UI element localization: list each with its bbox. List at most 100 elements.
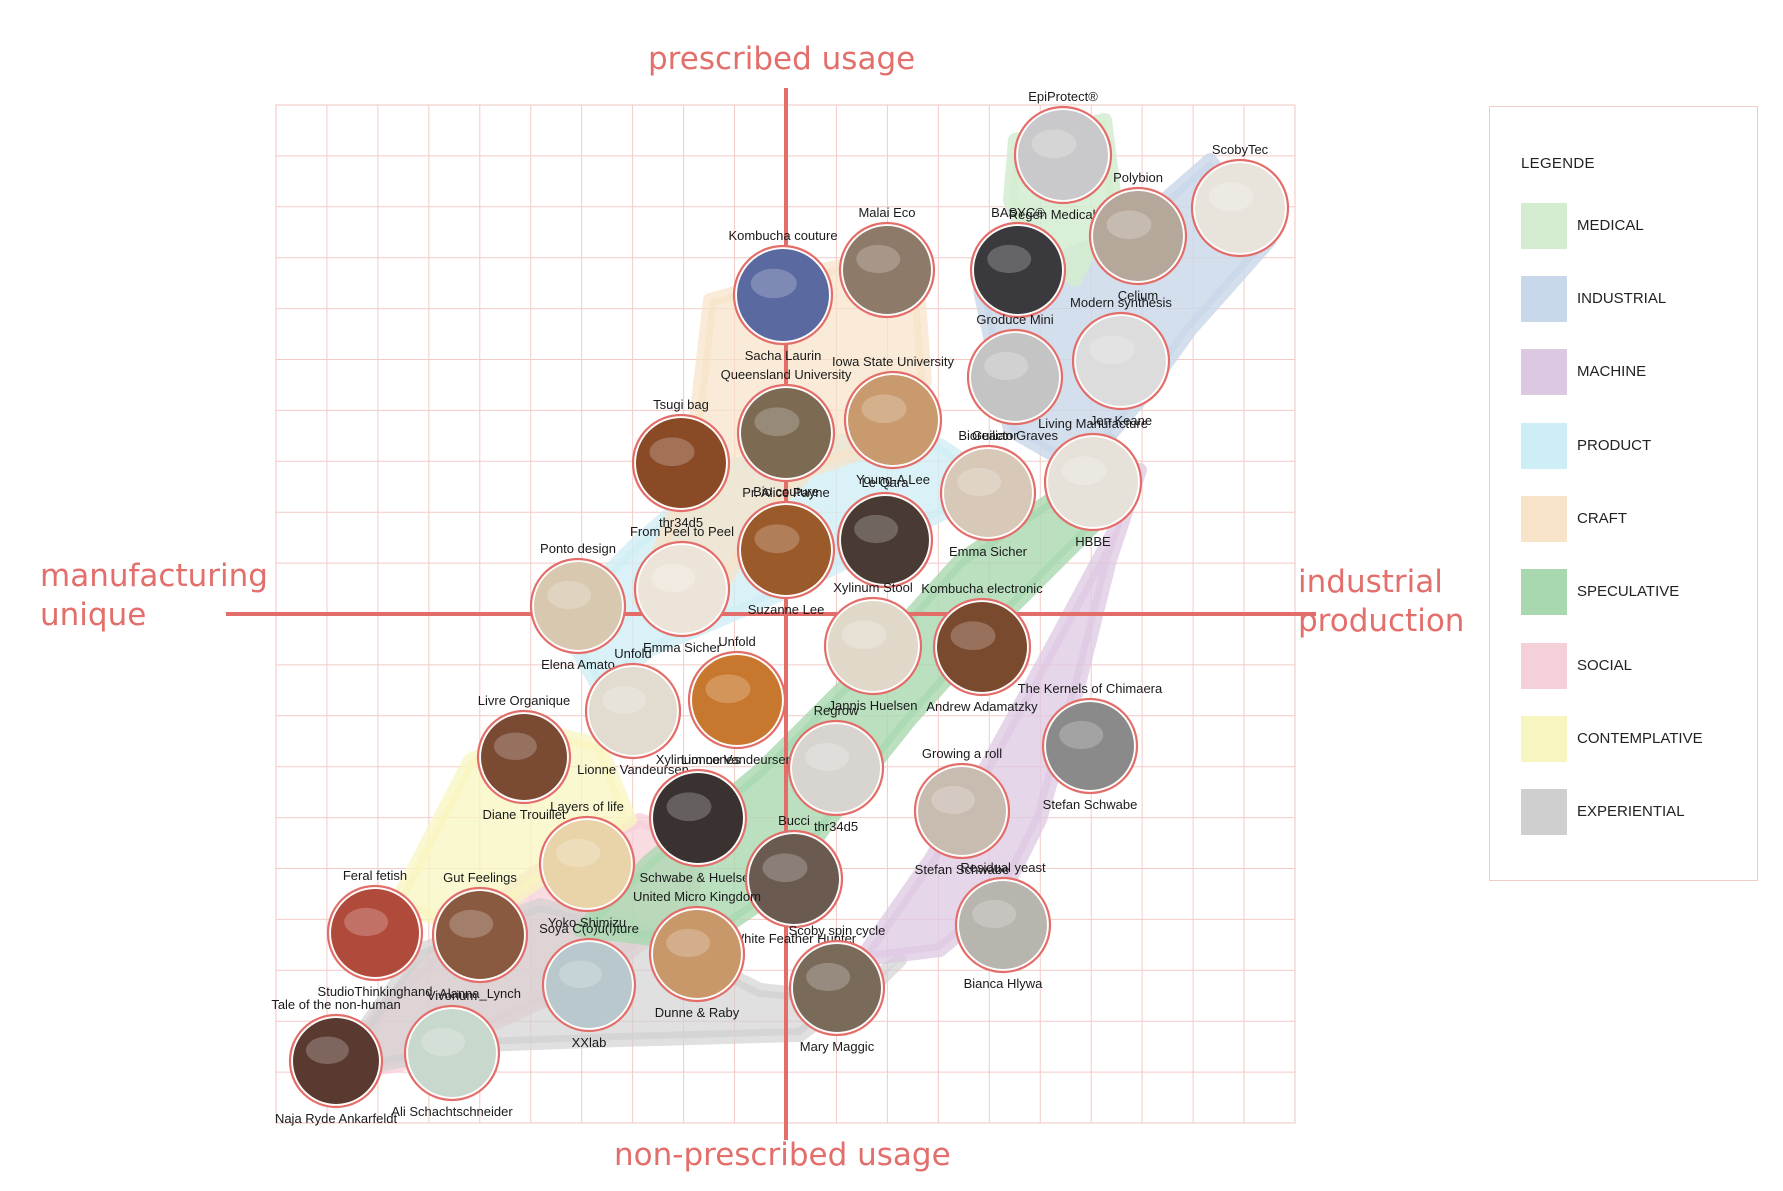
legend-label-experiential: EXPERIENTIAL <box>1577 803 1685 820</box>
project-photo <box>546 942 632 1028</box>
photo-highlight <box>856 244 901 274</box>
project-name: Unfold <box>718 634 756 649</box>
project-soya-c-o-u-l-ture: Soya C(o)u(l)ture XXlab <box>539 921 639 1050</box>
legend-label-contemplative: CONTEMPLATIVE <box>1577 730 1703 747</box>
photo-highlight <box>861 394 907 424</box>
project-unfold: Unfold Lionne Vandeursen <box>577 646 689 777</box>
project-name: Kombucha couture <box>728 228 837 243</box>
legend-swatch-speculative <box>1521 569 1567 615</box>
photo-highlight <box>957 467 1002 497</box>
project-tsugi-bag: Tsugi bag thr34d5 <box>631 397 731 530</box>
photo-highlight <box>666 792 712 822</box>
legend-swatch-machine <box>1521 349 1567 395</box>
project-maker: Sacha Laurin <box>745 348 822 363</box>
project-maker: Elena Amato <box>541 657 615 672</box>
legend-item-industrial: INDUSTRIAL <box>1521 276 1751 322</box>
photo-highlight <box>972 899 1017 929</box>
project-modern-synthesis: Modern synthesis Jen Keane <box>1070 295 1172 428</box>
photo-highlight <box>547 580 592 610</box>
project-photo <box>638 545 726 633</box>
project-maker: Lionne Vandeursen <box>681 752 793 767</box>
photo-highlight <box>1059 720 1104 750</box>
project-name: Xylinum cones <box>656 752 741 767</box>
project-epiprotect: EpiProtect® Regen Medical Ltd <box>1009 89 1117 222</box>
project-photo <box>792 724 880 812</box>
project-feral-fetish: Feral fetish StudioThinkinghand <box>318 868 433 999</box>
project-photo <box>843 226 931 314</box>
project-photo <box>692 655 782 745</box>
project-maker: Guilian Graves <box>972 428 1058 443</box>
legend-item-craft: CRAFT <box>1521 496 1751 542</box>
project-name: Layers of life <box>550 799 624 814</box>
project-polybion: Polybion Celium <box>1088 170 1188 303</box>
project-scobytec: ScobyTec <box>1190 142 1290 258</box>
legend-label-craft: CRAFT <box>1577 510 1627 527</box>
project-name: Regrow <box>814 703 859 718</box>
project-photo <box>741 388 831 478</box>
photo-highlight <box>762 853 808 883</box>
project-the-kernels-of-chimaera: The Kernels of Chimaera Stefan Schwabe <box>1018 681 1163 812</box>
legend-title: LEGENDE <box>1521 155 1595 172</box>
legend-label-machine: MACHINE <box>1577 363 1647 380</box>
project-photo <box>848 375 938 465</box>
project-maker: StudioThinkinghand <box>318 984 433 999</box>
photo-highlight <box>493 732 537 761</box>
project-scoby-spin-cycle: Scoby spin cycle Mary Maggic <box>789 923 886 1054</box>
project-maker: Suzanne Lee <box>748 602 825 617</box>
project-photo <box>974 226 1062 314</box>
project-maker: Pr. Alice Payne <box>742 485 829 500</box>
project-name: United Micro Kingdom <box>633 889 761 904</box>
project-maker: Emma Sicher <box>643 640 722 655</box>
legend-label-speculative: SPECULATIVE <box>1577 583 1680 600</box>
project-unfold: Unfold Lionne Vandeursen <box>681 634 793 767</box>
project-queensland-university: Queensland University Pr. Alice Payne <box>721 367 852 500</box>
project-iowa-state-university: Iowa State University Young-A Lee <box>832 354 955 487</box>
project-photo <box>944 449 1032 537</box>
project-maker: Dunne & Raby <box>655 1005 740 1020</box>
legend-item-product: PRODUCT <box>1521 423 1751 469</box>
axis-label-right-line-0: industrial <box>1298 564 1443 600</box>
photo-highlight <box>854 514 899 544</box>
project-photo <box>331 889 419 977</box>
project-residual-yeast: Residual yeast Bianca Hlywa <box>954 860 1052 991</box>
legend-swatch-experiential <box>1521 789 1567 835</box>
project-name: BASYC® <box>991 205 1045 220</box>
project-maker: Alanna_Lynch <box>439 986 521 1001</box>
project-kombucha-couture: Kombucha couture Sacha Laurin <box>728 228 837 363</box>
project-circles: EpiProtect® Regen Medical Ltd ScobyTec Poly… <box>271 89 1290 1126</box>
legend-swatch-craft <box>1521 496 1567 542</box>
legend-label-social: SOCIAL <box>1577 657 1633 674</box>
project-name: Modern synthesis <box>1070 295 1172 310</box>
legend-item-contemplative: CONTEMPLATIVE <box>1521 716 1751 762</box>
photo-highlight <box>805 742 850 772</box>
axis-label-bottom: non-prescribed usage <box>614 1137 951 1173</box>
project-maker: Andrew Adamatzky <box>926 699 1038 714</box>
photo-highlight <box>754 524 800 554</box>
project-growing-a-roll: Growing a roll Stefan Schwabe <box>913 746 1011 877</box>
project-maker: Stefan Schwabe <box>915 862 1010 877</box>
project-maker: Stefan Schwabe <box>1043 797 1138 812</box>
project-photo <box>1093 191 1183 281</box>
project-xylinum-stool: Xylinum Stool Jannis Huelsen <box>823 580 923 713</box>
project-xylinum-cones: Xylinum cones Schwabe & Huelsen <box>639 752 756 885</box>
photo-highlight <box>651 563 696 593</box>
project-photo <box>1076 316 1166 406</box>
photo-highlight <box>754 407 800 437</box>
project-maker: Yoko Shimizu <box>548 915 626 930</box>
photo-highlight <box>305 1036 349 1065</box>
photo-highlight <box>750 268 797 299</box>
project-name: Bucci <box>778 813 810 828</box>
photo-highlight <box>421 1027 466 1057</box>
project-name: Kombucha electronic <box>921 581 1043 596</box>
project-maker: Naja Ryde Ankarfeldt <box>275 1111 398 1126</box>
project-bio-couture: Bio couture Suzanne Lee <box>736 484 836 617</box>
project-name: ScobyTec <box>1212 142 1269 157</box>
project-gut-feelings: Gut Feelings Alanna_Lynch <box>431 870 529 1001</box>
project-united-micro-kingdom: United Micro Kingdom Dunne & Raby <box>633 889 761 1020</box>
axis-label-left-line-1: unique <box>40 597 147 634</box>
project-photo <box>534 562 622 650</box>
project-photo <box>959 881 1047 969</box>
legend-swatch-contemplative <box>1521 716 1567 762</box>
project-photo <box>1046 702 1134 790</box>
